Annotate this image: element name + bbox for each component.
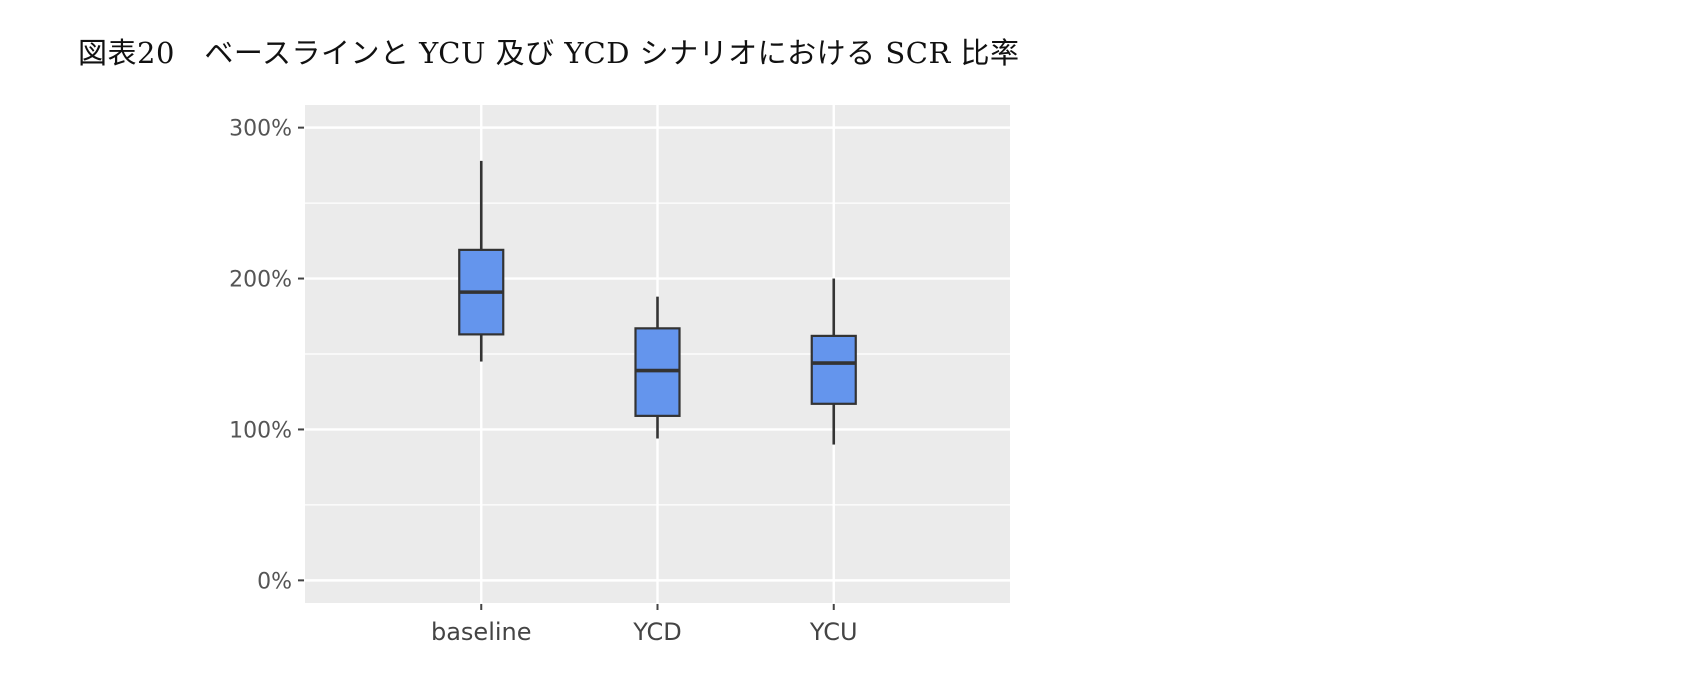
box-baseline — [458, 160, 505, 362]
y-tick-label: 300% — [229, 117, 292, 142]
y-tick-label: 100% — [229, 418, 292, 443]
x-tick-label: baseline — [431, 618, 532, 646]
boxes — [458, 160, 857, 445]
x-tick-label: YCU — [809, 618, 858, 646]
box-YCD — [634, 296, 681, 439]
x-tick-label: YCD — [632, 618, 682, 646]
figure-caption: 図表20 ベースラインと YCU 及び YCD シナリオにおける SCR 比率 — [78, 36, 1020, 70]
x-axis: baseline YCD YCU — [431, 604, 858, 646]
y-axis: 0% 100% 200% 300% — [229, 117, 304, 594]
box-iqr — [810, 334, 857, 405]
box-YCU — [810, 278, 857, 445]
y-tick-label: 0% — [257, 569, 292, 594]
y-tick-label: 200% — [229, 268, 292, 293]
